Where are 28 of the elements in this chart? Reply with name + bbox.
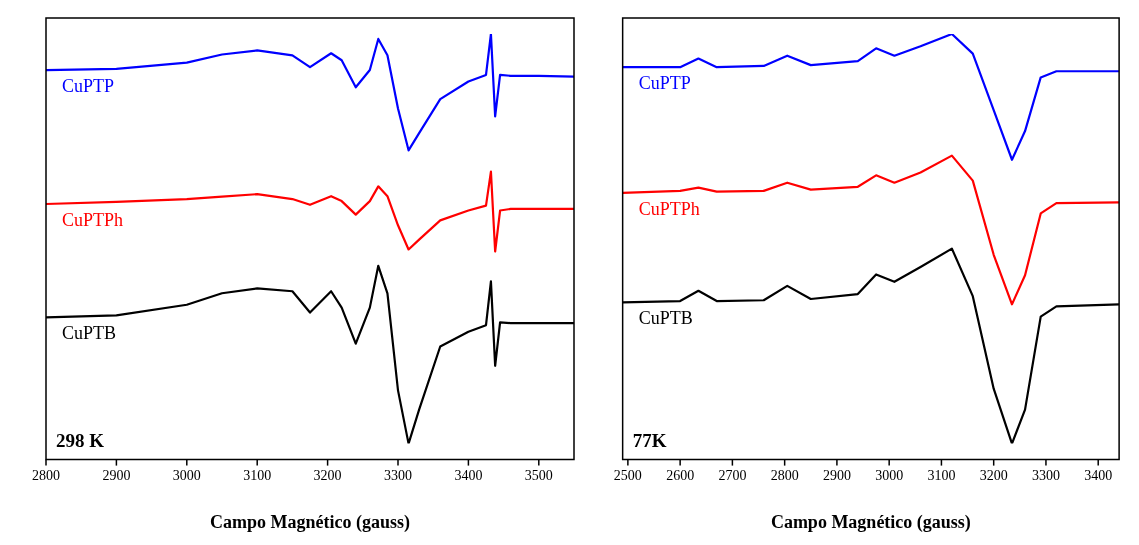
x-tick-label: 3000 [172,467,201,483]
x-tick-label: 3200 [313,467,342,483]
x-tick-label: 2800 [32,467,60,483]
x-tick-label: 3000 [875,467,904,483]
x-tick-label: 3200 [979,467,1008,483]
x-tick-label: 3300 [1031,467,1060,483]
x-tick-label: 3400 [1084,467,1113,483]
x-tick-label: 2900 [102,467,131,483]
x-tick-label: 3100 [927,467,956,483]
x-tick-label: 3100 [243,467,272,483]
series-label: CuPTB [638,308,693,329]
x-tick-label: 3500 [524,467,553,483]
series-label: CuPTB [62,323,117,344]
annotation: 298 K [56,430,105,452]
x-axis-title: Campo Magnético (gauss) [770,511,971,533]
x-tick-label: 3400 [454,467,483,483]
x-tick-label: 3300 [384,467,412,483]
series-label: CuPTPh [62,209,124,230]
series-label: CuPTP [638,72,691,93]
x-tick-label: 2600 [666,467,695,483]
series-label: CuPTP [62,75,115,96]
series-label: CuPTPh [638,198,700,219]
x-tick-label: 2700 [718,467,747,483]
annotation: 77K [632,430,667,452]
x-tick-label: 2800 [770,467,799,483]
x-tick-label: 2500 [613,467,642,483]
x-tick-label: 2900 [822,467,851,483]
x-axis-title: Campo Magnético (gauss) [210,511,410,533]
